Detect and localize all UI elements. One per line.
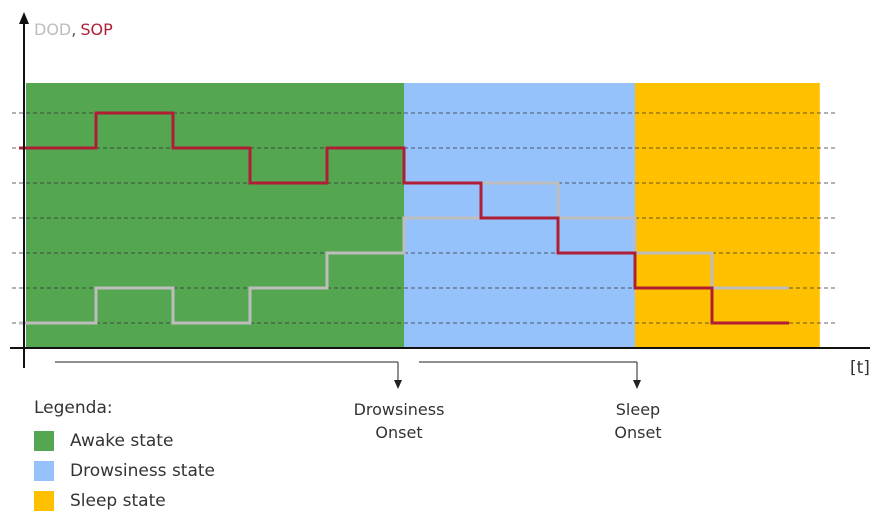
y-axis-title: DOD, SOP bbox=[34, 20, 113, 39]
axis-title-separator: , bbox=[71, 20, 76, 39]
onset-markers: Drowsiness Onset Sleep Onset bbox=[55, 361, 662, 442]
state-regions bbox=[26, 83, 820, 348]
awake-swatch bbox=[34, 431, 54, 451]
onset-label-line2: Onset bbox=[614, 423, 661, 442]
onset-label-line2: Onset bbox=[375, 423, 422, 442]
region-sleep bbox=[635, 83, 820, 348]
region-awake bbox=[26, 83, 404, 348]
region-drowsiness bbox=[404, 83, 635, 348]
series-lines bbox=[19, 111, 789, 325]
legend-label-drowsiness: Drowsiness state bbox=[70, 461, 216, 481]
series-sop-line bbox=[19, 111, 789, 325]
dod-label: DOD bbox=[34, 20, 71, 39]
legend-item-awake: Awake state bbox=[34, 426, 215, 456]
time-unit-label: [t] bbox=[850, 358, 870, 378]
legend-item-sleep: Sleep state bbox=[34, 486, 215, 516]
sleep-swatch bbox=[34, 491, 54, 511]
legend-label-awake: Awake state bbox=[70, 431, 174, 451]
onset-label-line1: Drowsiness bbox=[354, 400, 445, 419]
onset-arrow bbox=[394, 380, 402, 389]
legend-label-sleep: Sleep state bbox=[70, 491, 166, 511]
y-axis-arrow bbox=[19, 12, 29, 24]
legend-item-drowsiness: Drowsiness state bbox=[34, 456, 215, 486]
sop-label: SOP bbox=[80, 20, 113, 39]
onset-label-line1: Sleep bbox=[616, 400, 660, 419]
axes bbox=[10, 12, 870, 368]
onset-arrow bbox=[633, 380, 641, 389]
legend: Legenda: Awake state Drowsiness state Sl… bbox=[34, 398, 215, 516]
drowsiness-swatch bbox=[34, 461, 54, 481]
series-dod-line bbox=[19, 181, 789, 325]
legend-title: Legenda: bbox=[34, 398, 113, 418]
